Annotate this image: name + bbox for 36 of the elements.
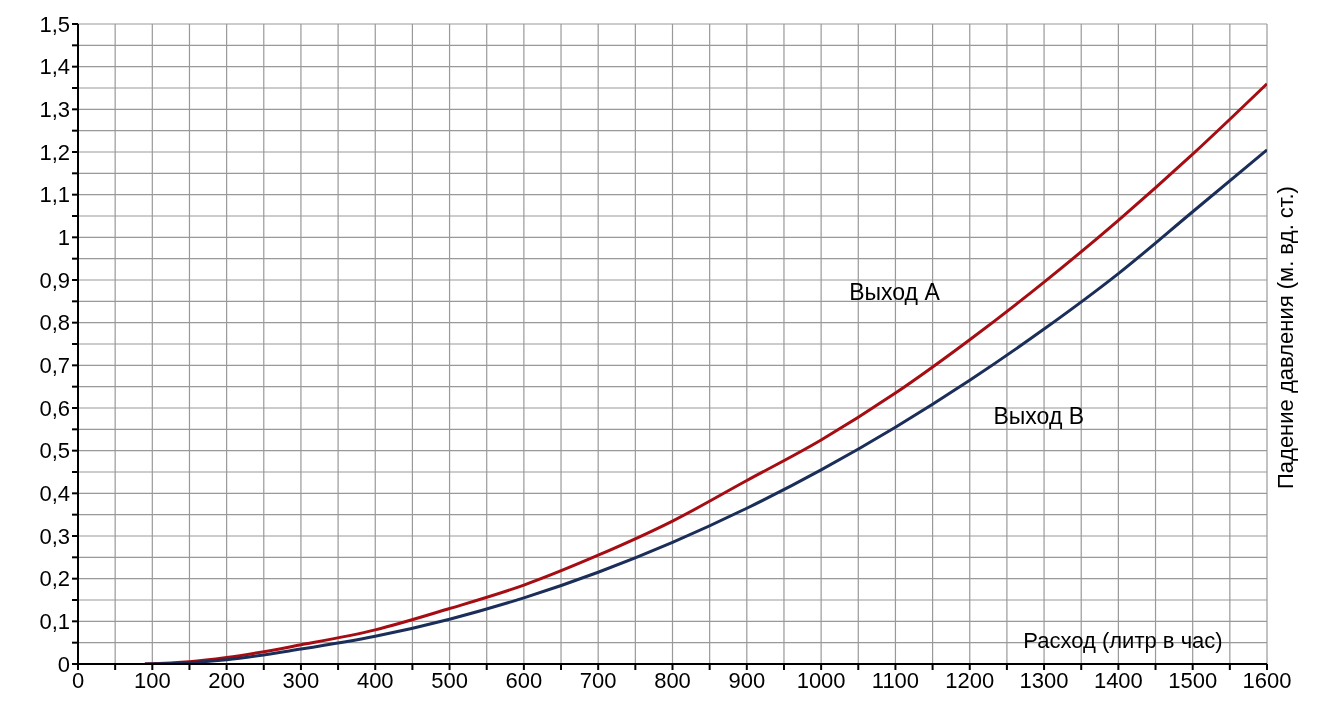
x-axis-title: Расход (литр в час) bbox=[1023, 628, 1223, 653]
y-tick-label: 1,4 bbox=[39, 54, 70, 80]
y-tick-label: 0,2 bbox=[39, 566, 70, 592]
y-tick-label: 0,5 bbox=[39, 438, 70, 464]
y-tick-label: 0 bbox=[57, 651, 70, 677]
y-tick-label: 0,4 bbox=[39, 481, 70, 507]
y-tick-label: 0,9 bbox=[39, 267, 70, 293]
y-tick-label: 0,8 bbox=[39, 310, 70, 336]
x-tick-label: 100 bbox=[133, 667, 171, 693]
y-tick-label: 1,2 bbox=[39, 139, 70, 165]
x-tick-label: 1100 bbox=[871, 667, 920, 693]
x-tick-label: 600 bbox=[505, 667, 543, 693]
x-tick-label: 300 bbox=[282, 667, 320, 693]
y-tick-label: 0,1 bbox=[39, 609, 70, 635]
series-label: Выход A bbox=[849, 278, 941, 305]
x-tick-label: 1600 bbox=[1242, 667, 1292, 693]
x-tick-label: 1500 bbox=[1168, 667, 1218, 693]
y-tick-label: 1,3 bbox=[39, 97, 70, 123]
y-tick-label: 1 bbox=[57, 225, 70, 251]
x-tick-label: 1200 bbox=[945, 667, 995, 693]
x-tick-label: 700 bbox=[579, 667, 617, 693]
y-tick-label: 0,6 bbox=[39, 395, 70, 421]
x-tick-label: 1300 bbox=[1019, 667, 1069, 693]
y-tick-label: 1,5 bbox=[39, 11, 70, 37]
y-tick-label: 0,3 bbox=[39, 523, 70, 549]
x-tick-label: 200 bbox=[208, 667, 245, 693]
x-tick-label: 1400 bbox=[1093, 667, 1143, 693]
x-tick-label: 400 bbox=[356, 667, 394, 693]
x-tick-label: 800 bbox=[654, 667, 691, 693]
x-tick-label: 900 bbox=[728, 667, 766, 693]
x-tick-label: 500 bbox=[431, 667, 468, 693]
y-tick-label: 0,7 bbox=[39, 353, 70, 379]
x-tick-label: 1000 bbox=[796, 667, 846, 693]
y-axis-title: Падение давления (м. вд. ст.) bbox=[1273, 185, 1299, 492]
series-label: Выход B bbox=[993, 403, 1085, 430]
y-tick-label: 1,1 bbox=[39, 182, 70, 208]
